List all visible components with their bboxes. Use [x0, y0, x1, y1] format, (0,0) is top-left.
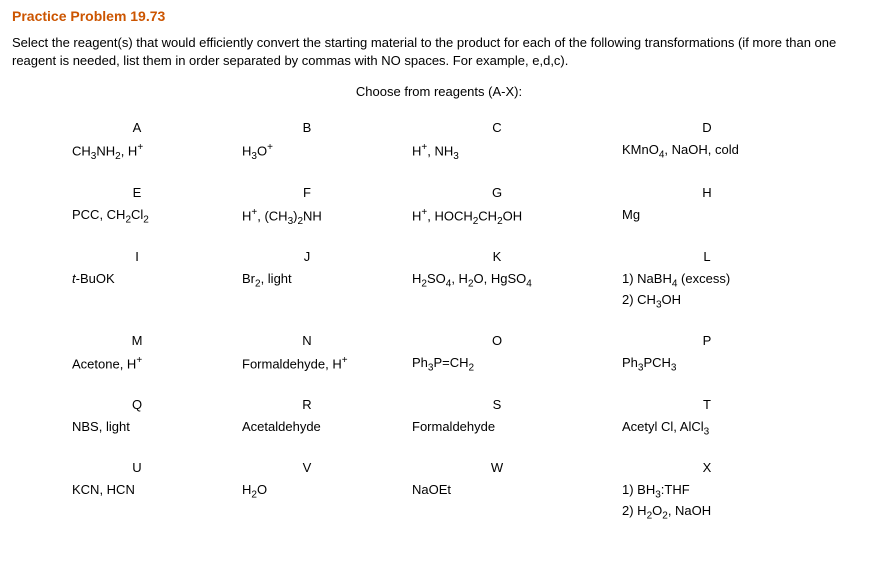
reagent-letter: H — [622, 182, 832, 204]
reagent-value: CH3NH2, H+ — [72, 139, 242, 181]
choose-label: Choose from reagents (A-X): — [12, 84, 866, 99]
instructions-text: Select the reagent(s) that would efficie… — [12, 34, 866, 70]
reagent-value: Acetone, H+ — [72, 352, 242, 393]
reagent-value: Formaldehyde, H+ — [242, 352, 412, 393]
reagent-value: PCC, CH2Cl2 — [72, 204, 242, 246]
reagent-letter: M — [72, 330, 242, 352]
reagent-letter: G — [412, 182, 622, 204]
reagent-value: KMnO4, NaOH, cold — [622, 139, 832, 181]
reagent-letter: K — [412, 246, 622, 268]
reagent-value: 1) NaBH4 (excess)2) CH3OH — [622, 268, 832, 330]
reagent-letter: C — [412, 117, 622, 139]
reagent-value: Acetaldehyde — [242, 416, 412, 457]
problem-title: Practice Problem 19.73 — [12, 8, 866, 24]
reagent-letter: T — [622, 394, 832, 416]
reagent-letter: Q — [72, 394, 242, 416]
reagent-value: Formaldehyde — [412, 416, 622, 457]
reagent-letter: D — [622, 117, 832, 139]
reagent-letter: O — [412, 330, 622, 352]
reagent-letter: V — [242, 457, 412, 479]
reagent-letter: P — [622, 330, 832, 352]
reagent-value: NaOEt — [412, 479, 622, 541]
reagent-value: KCN, HCN — [72, 479, 242, 541]
reagent-letter: E — [72, 182, 242, 204]
reagent-letter: I — [72, 246, 242, 268]
reagent-value: t-BuOK — [72, 268, 242, 330]
reagent-letter: F — [242, 182, 412, 204]
reagent-letter: U — [72, 457, 242, 479]
reagent-letter: W — [412, 457, 622, 479]
reagent-value: Br2, light — [242, 268, 412, 330]
reagent-value: 1) BH3:THF2) H2O2, NaOH — [622, 479, 832, 541]
reagent-letter: X — [622, 457, 832, 479]
reagent-value: H+, (CH3)2NH — [242, 204, 412, 246]
reagent-letter: L — [622, 246, 832, 268]
reagent-value: NBS, light — [72, 416, 242, 457]
reagent-value: H2O — [242, 479, 412, 541]
reagent-letter: J — [242, 246, 412, 268]
reagent-letter: A — [72, 117, 242, 139]
reagent-value: Ph3PCH3 — [622, 352, 832, 393]
reagent-value: H+, NH3 — [412, 139, 622, 181]
reagent-grid: ABCD CH3NH2, H+H3O+H+, NH3KMnO4, NaOH, co… — [72, 117, 866, 540]
reagent-value: H+, HOCH2CH2OH — [412, 204, 622, 246]
reagent-value: Ph3P=CH2 — [412, 352, 622, 393]
reagent-value: Acetyl Cl, AlCl3 — [622, 416, 832, 457]
reagent-value: H2SO4, H2O, HgSO4 — [412, 268, 622, 330]
reagent-letter: N — [242, 330, 412, 352]
reagent-letter: B — [242, 117, 412, 139]
reagent-letter: S — [412, 394, 622, 416]
reagent-letter: R — [242, 394, 412, 416]
reagent-value: H3O+ — [242, 139, 412, 181]
reagent-value: Mg — [622, 204, 832, 246]
